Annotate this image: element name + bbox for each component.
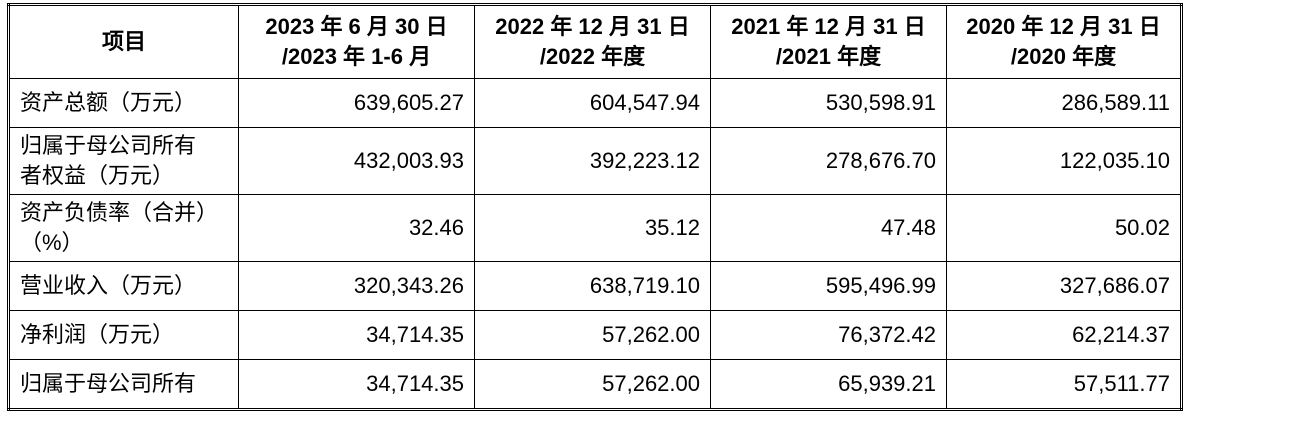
value-cell: 76,372.42	[710, 310, 947, 360]
data-row: 净利润（万元） 34,714.35 57,262.00 76,372.42 62,214…	[8, 310, 1182, 360]
value-cell: 278,676.70	[710, 127, 947, 195]
header-text: 项目	[101, 29, 146, 54]
header-text: /2020 年度	[1010, 44, 1117, 69]
header-cell: 2021 年 12 月 31 日/2021 年度	[710, 4, 947, 79]
header-text: /2022 年度	[539, 44, 646, 69]
value-cell: 530,598.91	[710, 78, 947, 128]
value-cell: 57,262.00	[474, 310, 711, 360]
row-label: 归属于母公司所有 者权益（万元）	[8, 127, 239, 195]
label-text: 净利润（万元）	[20, 322, 175, 347]
value-cell: 122,035.10	[946, 127, 1182, 195]
label-text: 者权益（万元）	[20, 163, 175, 188]
label-text: 资产总额（万元）	[20, 90, 197, 115]
value-cell: 50.02	[946, 194, 1182, 262]
row-label: 净利润（万元）	[8, 310, 239, 360]
value-cell: 320,343.26	[238, 261, 475, 311]
data-table: 项目 2023 年 6 月 30 日/2023 年 1-6 月 2022 年 12 …	[7, 3, 1183, 411]
label-text: 归属于母公司所有	[20, 133, 197, 158]
row-label: 资产总额（万元）	[8, 78, 239, 128]
label-text: 营业收入（万元）	[20, 273, 197, 298]
data-row: 营业收入（万元） 320,343.26 638,719.10 595,496.99 32…	[8, 261, 1182, 311]
header-row: 项目 2023 年 6 月 30 日/2023 年 1-6 月 2022 年 12 …	[8, 4, 1182, 79]
row-label: 归属于母公司所有	[8, 359, 239, 410]
value-cell: 327,686.07	[946, 261, 1182, 311]
data-row: 归属于母公司所有 34,714.35 57,262.00 65,939.21 57,51…	[8, 359, 1182, 410]
label-text: 资产负债率（合并）	[20, 200, 219, 225]
value-cell: 34,714.35	[238, 359, 475, 410]
value-cell: 65,939.21	[710, 359, 947, 410]
row-label: 营业收入（万元）	[8, 261, 239, 311]
value-cell: 604,547.94	[474, 78, 711, 128]
value-cell: 47.48	[710, 194, 947, 262]
header-cell: 2023 年 6 月 30 日/2023 年 1-6 月	[238, 4, 475, 79]
value-cell: 638,719.10	[474, 261, 711, 311]
header-text: /2023 年 1-6 月	[281, 44, 432, 69]
header-text: 2023 年 6 月 30 日	[265, 14, 448, 39]
value-cell: 35.12	[474, 194, 711, 262]
value-cell: 392,223.12	[474, 127, 711, 195]
label-text: （%）	[20, 230, 84, 255]
data-row: 资产负债率（合并） （%） 32.46 35.12 47.48 50.02	[8, 194, 1182, 262]
header-text: /2021 年度	[775, 44, 882, 69]
value-cell: 432,003.93	[238, 127, 475, 195]
value-cell: 286,589.11	[946, 78, 1182, 128]
value-cell: 595,496.99	[710, 261, 947, 311]
value-cell: 34,714.35	[238, 310, 475, 360]
header-cell: 2022 年 12 月 31 日/2022 年度	[474, 4, 711, 79]
row-label: 资产负债率（合并） （%）	[8, 194, 239, 262]
header-cell: 2020 年 12 月 31 日/2020 年度	[946, 4, 1182, 79]
value-cell: 639,605.27	[238, 78, 475, 128]
header-cell: 项目	[8, 4, 239, 79]
value-cell: 57,511.77	[946, 359, 1182, 410]
data-row: 归属于母公司所有 者权益（万元） 432,003.93 392,223.12 278,6…	[8, 127, 1182, 195]
data-row: 资产总额（万元） 639,605.27 604,547.94 530,598.91 28…	[8, 78, 1182, 128]
value-cell: 57,262.00	[474, 359, 711, 410]
value-cell: 32.46	[238, 194, 475, 262]
header-text: 2022 年 12 月 31 日	[495, 14, 690, 39]
header-text: 2020 年 12 月 31 日	[966, 14, 1161, 39]
label-text: 归属于母公司所有	[20, 371, 197, 396]
header-text: 2021 年 12 月 31 日	[731, 14, 926, 39]
value-cell: 62,214.37	[946, 310, 1182, 360]
